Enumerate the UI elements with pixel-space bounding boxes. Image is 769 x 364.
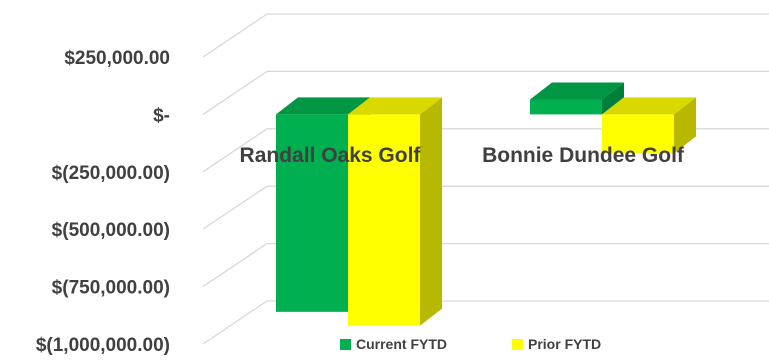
bar-side: [420, 97, 442, 326]
y-tick-label: $(750,000.00): [52, 278, 170, 299]
y-axis-tick-labels: $250,000.00 $- $(250,000.00) $(500,000.00) $…: [36, 48, 170, 356]
gridline-slant: [202, 70, 268, 115]
bar: [348, 97, 442, 326]
y-tick-label: $(500,000.00): [52, 220, 170, 241]
y-tick-label: $(1,000,000.00): [36, 335, 170, 356]
bar-top: [530, 82, 624, 100]
gridline-slant: [202, 243, 268, 288]
category-label: Randall Oaks Golf: [240, 144, 422, 167]
bar: [602, 97, 696, 154]
legend-label: Current FYTD: [356, 336, 447, 352]
bar-front: [276, 114, 348, 312]
bar-front: [348, 114, 420, 326]
bar-front: [602, 114, 674, 154]
category-labels: Randall Oaks Golf Bonnie Dundee Golf: [240, 144, 685, 167]
bar-side: [602, 82, 624, 115]
y-tick-label: $(250,000.00): [52, 163, 170, 184]
bar: [530, 82, 624, 115]
gridline-slant: [202, 185, 268, 230]
bar-top: [348, 97, 442, 115]
bar-top: [276, 97, 370, 115]
legend: Current FYTD Prior FYTD: [340, 336, 601, 352]
gridline-slant: [202, 13, 268, 58]
legend-swatch: [512, 339, 523, 350]
y-tick-label: $-: [153, 105, 170, 126]
bars: [276, 82, 696, 326]
gridline-slant: [202, 300, 268, 345]
bar-side: [674, 97, 696, 154]
bar-top: [602, 97, 696, 115]
category-label: Bonnie Dundee Golf: [482, 144, 685, 167]
bar-front: [530, 99, 602, 115]
y-tick-label: $250,000.00: [64, 48, 170, 69]
gridline-slant: [202, 128, 268, 173]
legend-label: Prior FYTD: [528, 336, 601, 352]
legend-swatch: [340, 339, 351, 350]
